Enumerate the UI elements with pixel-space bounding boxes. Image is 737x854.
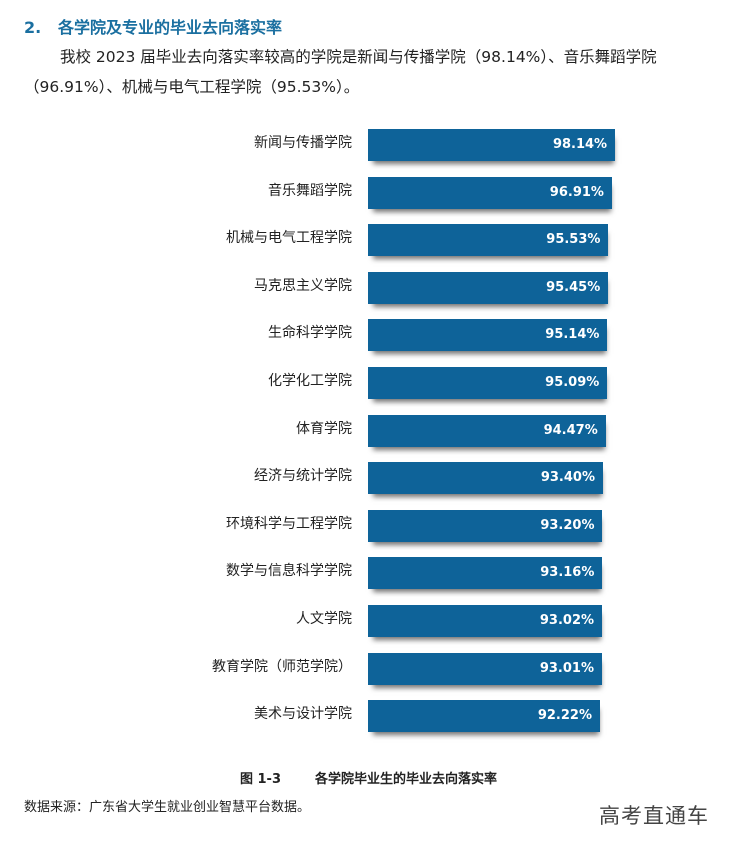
chart-row: 体育学院 94.47% (0, 412, 737, 448)
category-label: 经济与统计学院 (254, 468, 352, 485)
chart-row: 生命科学学院 95.14% (0, 316, 737, 352)
bar: 93.02% (368, 605, 603, 637)
summary-paragraph: 我校 2023 届毕业去向落实率较高的学院是新闻与传播学院（98.14%）、音乐… (24, 42, 724, 102)
summary-text: 我校 2023 届毕业去向落实率较高的学院是新闻与传播学院（98.14%）、音乐… (24, 48, 657, 96)
chart-row: 教育学院（师范学院） 93.01% (0, 650, 737, 686)
watermark: 高考直通车 (599, 804, 709, 828)
bar: 94.47% (368, 414, 606, 447)
category-label: 化学化工学院 (268, 373, 352, 389)
bar-value-label: 93.16% (540, 565, 595, 581)
category-label: 美术与设计学院 (254, 706, 352, 723)
bar: 93.16% (368, 557, 603, 590)
bar: 95.45% (368, 271, 609, 304)
figure-caption: 图 1-3 各学院毕业生的毕业去向落实率 (0, 768, 737, 787)
figure-label: 图 1-3 (239, 772, 281, 787)
category-label: 新闻与传播学院 (254, 135, 352, 151)
bar-value-label: 93.20% (540, 517, 595, 533)
bar-value-label: 96.91% (549, 184, 604, 200)
bar-value-label: 93.01% (539, 660, 594, 676)
category-label: 教育学院（师范学院） (212, 658, 352, 675)
category-label: 体育学院 (296, 420, 352, 437)
bar-value-label: 98.14% (552, 137, 608, 152)
bar-value-label: 94.47% (543, 422, 598, 438)
category-label: 人文学院 (296, 611, 352, 627)
chart-row: 机械与电气工程学院 95.53% (0, 221, 737, 257)
chart-row: 化学化工学院 95.09% (0, 364, 737, 400)
category-label: 环境科学与工程学院 (226, 515, 352, 532)
section-number: 2. (24, 18, 42, 37)
bar-value-label: 95.45% (546, 279, 601, 295)
bar-value-label: 95.53% (546, 232, 601, 248)
section-heading: 2. 各学院及专业的毕业去向落实率 (24, 14, 282, 38)
bar: 93.40% (368, 462, 603, 495)
bar-value-label: 92.22% (537, 708, 592, 724)
figure-title: 各学院毕业生的毕业去向落实率 (315, 772, 498, 787)
data-source-note: 数据来源：广东省大学生就业创业智慧平台数据。 (24, 800, 311, 815)
bar: 93.20% (368, 509, 603, 542)
bar: 92.22% (368, 700, 600, 733)
bar: 93.01% (368, 652, 602, 685)
bar: 96.91% (368, 176, 612, 209)
bar-value-label: 93.40% (540, 470, 595, 486)
bar-value-label: 95.09% (545, 375, 600, 390)
bar-value-label: 93.02% (539, 613, 595, 628)
bar: 95.09% (368, 367, 608, 399)
bar: 95.53% (368, 224, 609, 257)
chart-row: 美术与设计学院 92.22% (0, 697, 737, 733)
chart-row: 人文学院 93.02% (0, 602, 737, 638)
chart-row: 新闻与传播学院 98.14% (0, 126, 737, 162)
bar: 95.14% (368, 319, 608, 352)
category-label: 生命科学学院 (268, 325, 352, 342)
category-label: 机械与电气工程学院 (226, 230, 352, 247)
chart-row: 音乐舞蹈学院 96.91% (0, 174, 737, 210)
chart-row: 数学与信息科学学院 93.16% (0, 554, 737, 590)
category-label: 马克思主义学院 (254, 277, 352, 294)
bar: 98.14% (368, 129, 616, 161)
category-label: 数学与信息科学学院 (226, 563, 352, 580)
bar-value-label: 95.14% (545, 327, 600, 343)
chart-row: 环境科学与工程学院 93.20% (0, 507, 737, 543)
chart-row: 马克思主义学院 95.45% (0, 269, 737, 305)
section-title: 各学院及专业的毕业去向落实率 (58, 18, 283, 37)
category-label: 音乐舞蹈学院 (268, 182, 352, 199)
chart-row: 经济与统计学院 93.40% (0, 459, 737, 495)
